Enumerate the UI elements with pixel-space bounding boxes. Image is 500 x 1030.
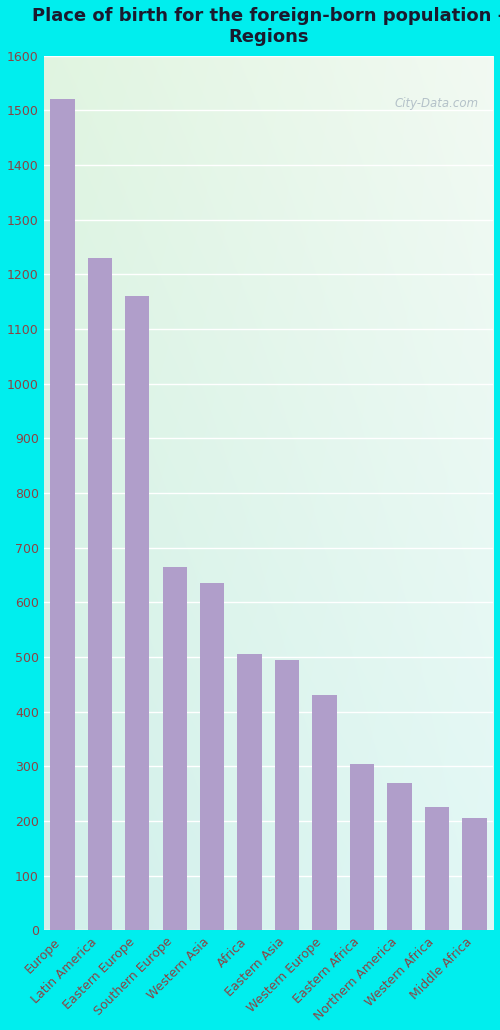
Bar bbox=[275, 660, 299, 930]
Bar bbox=[350, 763, 374, 930]
Bar bbox=[462, 819, 486, 930]
Bar bbox=[238, 654, 262, 930]
Bar bbox=[125, 297, 150, 930]
Bar bbox=[88, 258, 112, 930]
Bar bbox=[50, 99, 74, 930]
Bar bbox=[200, 583, 224, 930]
Bar bbox=[162, 566, 187, 930]
Bar bbox=[424, 808, 449, 930]
Title: Place of birth for the foreign-born population -
Regions: Place of birth for the foreign-born popu… bbox=[32, 7, 500, 45]
Bar bbox=[312, 695, 336, 930]
Bar bbox=[388, 783, 411, 930]
Text: City-Data.com: City-Data.com bbox=[394, 97, 478, 110]
